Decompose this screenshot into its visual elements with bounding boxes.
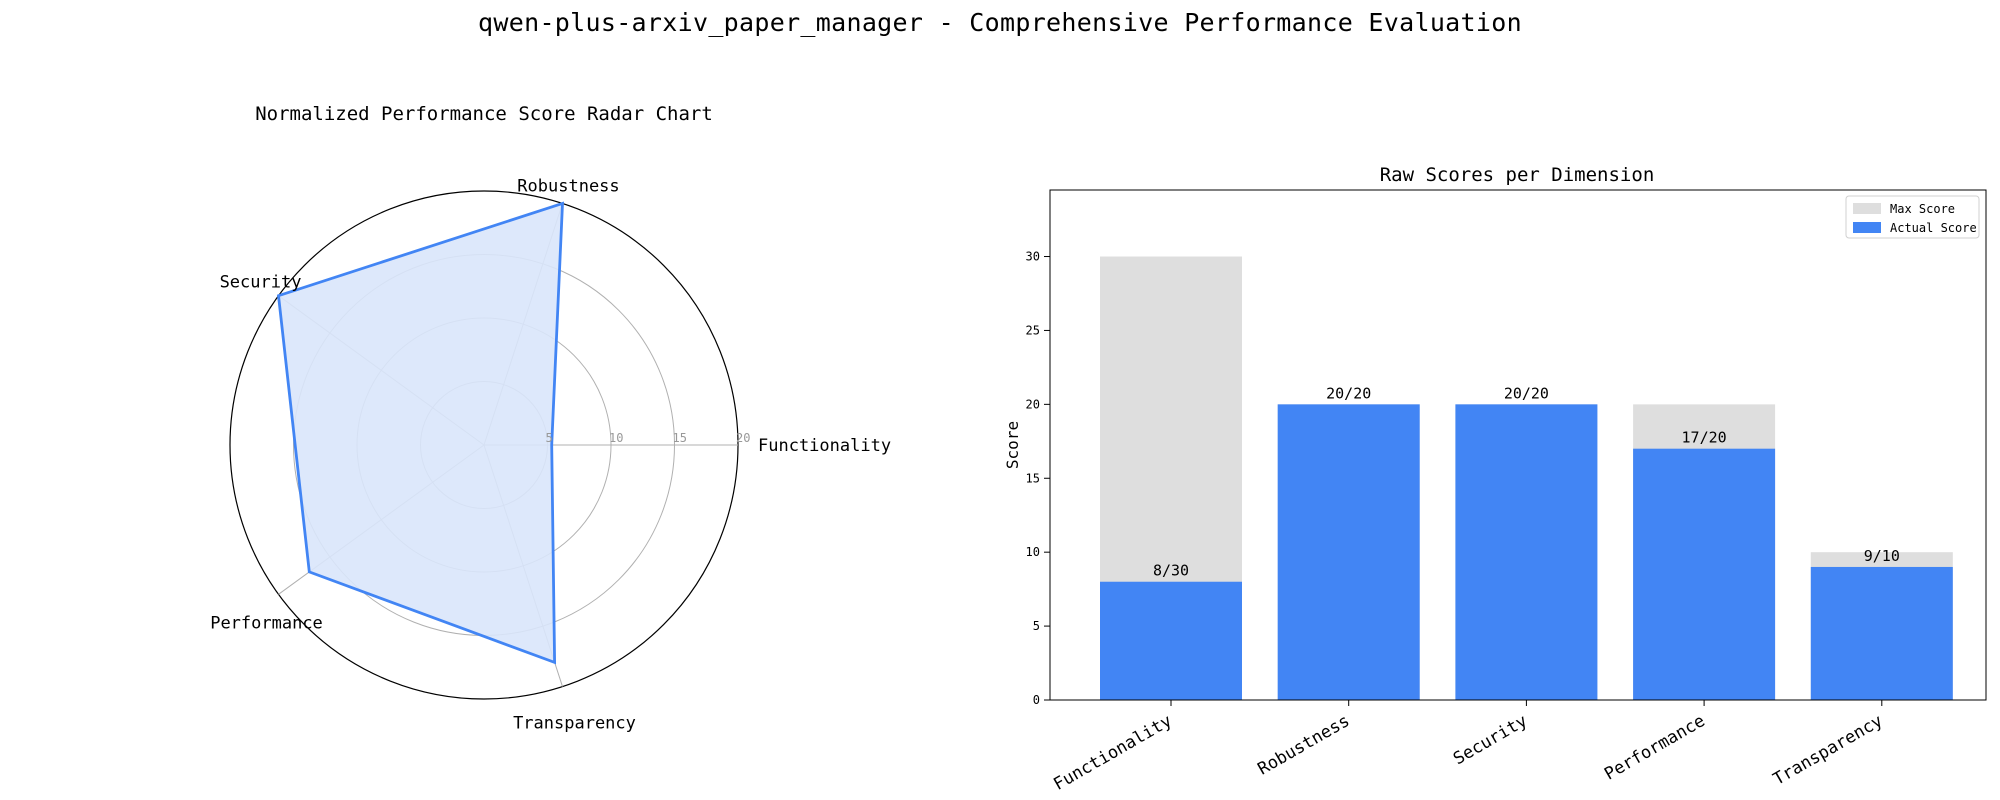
bar-data-label: 8/30 [1153, 562, 1189, 580]
bar-x-axis: Functionality Robustness Security Performan… [1050, 700, 1886, 795]
radar-tick-label: 5 [546, 431, 553, 445]
radar-series-polygon [276, 201, 564, 665]
radar-chart: Normalized Performance Score Radar Chart… [210, 103, 891, 734]
bar-actual-score [1100, 581, 1242, 700]
bar-marks [1100, 256, 1953, 700]
radar-title: Normalized Performance Score Radar Chart [255, 103, 713, 125]
bar-y-tick-label: 20 [1026, 397, 1040, 411]
radar-axis-label: Robustness [517, 176, 619, 196]
radar-labels: 5 10 15 20 Functionality Robustness Security Pe… [210, 176, 891, 733]
bar-data-label: 20/20 [1326, 384, 1371, 402]
radar-axis-label: Security [220, 273, 302, 293]
legend-swatch-actual [1853, 222, 1881, 233]
radar-axis-label: Functionality [758, 436, 891, 456]
bar-x-tick-label: Robustness [1255, 711, 1354, 780]
bar-plot-frame [1049, 189, 1987, 701]
bar-legend: Max Score Actual Score [1845, 195, 1980, 239]
bar-data-labels: 8/30 20/20 20/20 17/20 9/10 [1153, 384, 1900, 579]
bar-data-label: 17/20 [1682, 429, 1727, 447]
bar-y-axis: 0 5 10 15 20 25 30 [1026, 250, 1050, 707]
bar-actual-score [1277, 404, 1420, 700]
bar-x-tick-label: Transparency [1770, 711, 1886, 790]
bar-x-tick-label: Performance [1601, 711, 1709, 785]
figure-title: qwen-plus-arxiv_paper_manager - Comprehe… [478, 8, 1522, 37]
bar-data-label: 9/10 [1864, 547, 1900, 565]
bar-x-tick-label: Security [1450, 711, 1531, 769]
bar-title: Raw Scores per Dimension [1380, 164, 1655, 186]
bar-y-axis-label: Score [1003, 421, 1022, 469]
radar-tick-label: 15 [673, 431, 687, 445]
bar-actual-score [1633, 448, 1776, 700]
radar-marks [276, 201, 564, 665]
bar-actual-score [1810, 566, 1953, 700]
radar-tick-label: 20 [736, 431, 750, 445]
legend-label-max: Max Score [1890, 202, 1955, 216]
bar-actual-score [1455, 404, 1598, 700]
bar-y-tick-label: 25 [1026, 323, 1040, 337]
legend-swatch-max [1853, 203, 1881, 214]
bar-y-tick-label: 0 [1033, 693, 1040, 707]
radar-axis-label: Transparency [513, 714, 636, 734]
bar-x-tick-label: Functionality [1050, 711, 1175, 795]
bar-y-tick-label: 5 [1033, 619, 1040, 633]
bar-data-label: 20/20 [1504, 384, 1549, 402]
legend-label-actual: Actual Score [1890, 221, 1977, 235]
bar-y-tick-label: 30 [1026, 250, 1040, 264]
bar-y-tick-label: 10 [1026, 545, 1040, 559]
bar-y-tick-label: 15 [1026, 471, 1040, 485]
radar-axis-label: Performance [210, 613, 323, 633]
radar-tick-label: 10 [609, 431, 623, 445]
